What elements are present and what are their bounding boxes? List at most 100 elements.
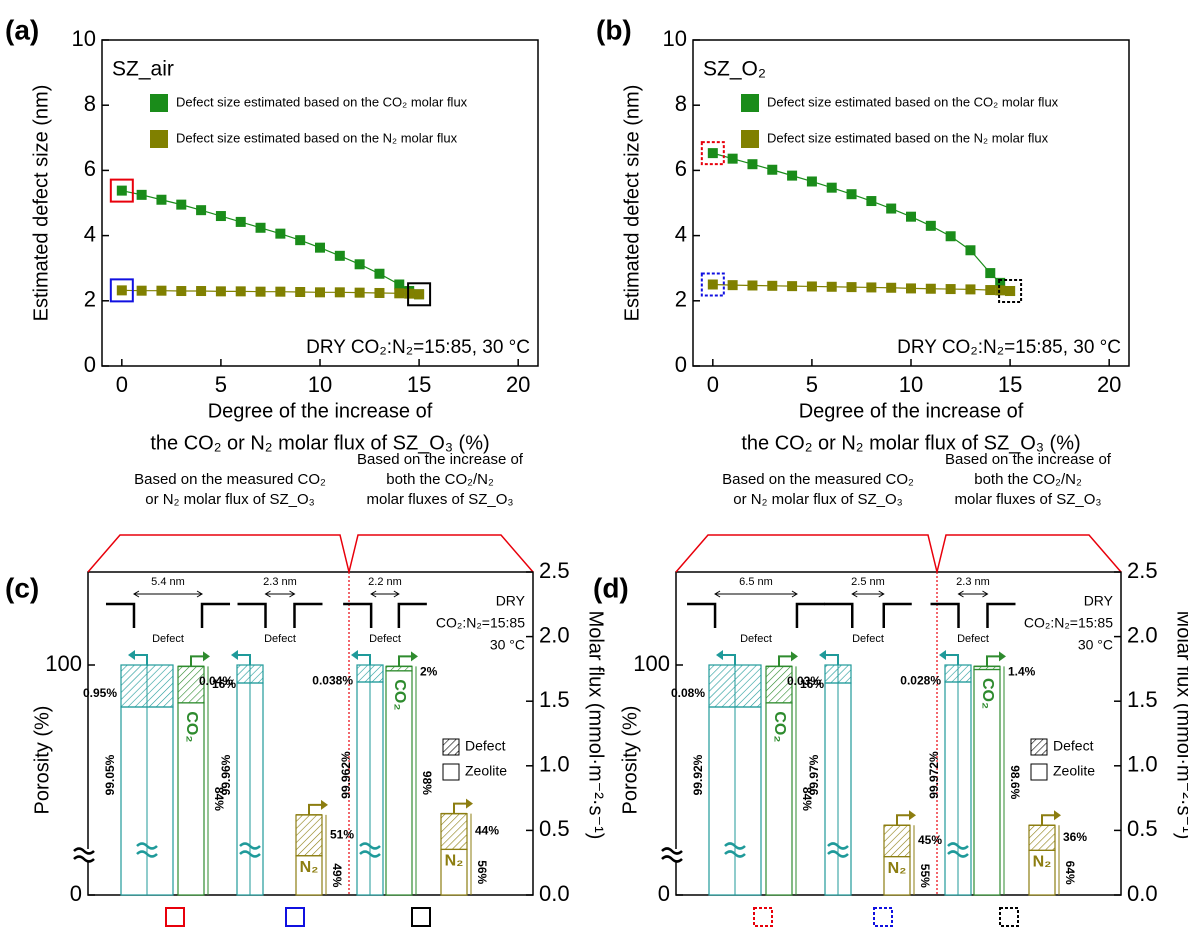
data-point bbox=[235, 216, 246, 227]
x-tick-label: 20 bbox=[506, 372, 530, 397]
flow-arrow bbox=[238, 654, 251, 665]
data-point bbox=[215, 286, 226, 297]
porosity-zeolite-label: 99.962% bbox=[339, 751, 353, 799]
x-tick-label: 10 bbox=[899, 372, 923, 397]
co2-label: CO₂ bbox=[183, 711, 200, 742]
y-tick-label: 10 bbox=[72, 26, 96, 51]
y-tick-label: 100 bbox=[45, 651, 82, 676]
data-point bbox=[925, 283, 936, 294]
pore-size-label: 2.5 nm bbox=[851, 576, 885, 588]
n2-label: N₂ bbox=[445, 853, 464, 870]
group-header: Based on the increase of bbox=[945, 451, 1112, 468]
pore-wall bbox=[105, 602, 231, 628]
flow-arrow-head bbox=[128, 650, 135, 660]
data-point bbox=[374, 268, 385, 279]
y2-axis-label: Molar flux (mmol·m⁻²·s⁻¹) bbox=[585, 611, 607, 840]
y-tick-label: 2 bbox=[675, 287, 687, 312]
group-header: molar fluxes of SZ_O₃ bbox=[367, 491, 514, 508]
group-bracket bbox=[675, 534, 1122, 573]
data-point bbox=[176, 286, 187, 297]
panel-label: (d) bbox=[593, 572, 629, 603]
data-point bbox=[176, 199, 187, 210]
group-header: Based on the measured CO₂ bbox=[722, 471, 914, 488]
y-tick-label: 2 bbox=[84, 287, 96, 312]
highlight-box bbox=[411, 907, 431, 927]
co2-label: CO₂ bbox=[771, 711, 788, 742]
y2-tick-label: 2.5 bbox=[1127, 558, 1158, 583]
legend-swatch bbox=[1030, 763, 1048, 781]
condition: DRY bbox=[496, 593, 526, 609]
data-point bbox=[275, 286, 286, 297]
legend-label: Defect bbox=[465, 738, 506, 754]
group-header: molar fluxes of SZ_O₃ bbox=[955, 491, 1102, 508]
y2-tick-label: 2.0 bbox=[539, 622, 570, 647]
panel-label: (a) bbox=[5, 14, 39, 45]
data-point bbox=[334, 287, 345, 298]
data-point bbox=[414, 289, 425, 300]
legend-swatch bbox=[442, 763, 460, 781]
data-point bbox=[826, 182, 837, 193]
n2-defect bbox=[1028, 824, 1056, 851]
axis-break bbox=[724, 842, 746, 858]
co2-zeolite-label: 84% bbox=[212, 787, 226, 811]
y2-axis-label: Molar flux (mmol·m⁻²·s⁻¹) bbox=[1173, 611, 1188, 840]
flow-arrow-head bbox=[999, 651, 1006, 662]
flow-arrow bbox=[778, 655, 791, 667]
legend-swatch bbox=[442, 738, 460, 756]
flow-arrow bbox=[135, 654, 148, 665]
data-point bbox=[826, 281, 837, 292]
data-point bbox=[846, 282, 857, 293]
data-point bbox=[394, 279, 405, 290]
axis-break bbox=[947, 842, 969, 858]
flow-arrow bbox=[358, 654, 371, 665]
pore-width bbox=[957, 590, 989, 598]
pore-wall bbox=[824, 602, 912, 628]
series-line bbox=[712, 152, 1011, 292]
data-point bbox=[156, 285, 167, 296]
data-point bbox=[315, 242, 325, 253]
highlight-box bbox=[753, 907, 773, 927]
pore-width bbox=[714, 590, 798, 598]
data-point bbox=[295, 286, 306, 297]
x-axis-label: Degree of the increase of bbox=[208, 400, 433, 422]
inner-label: SZ_O₂ bbox=[703, 58, 766, 81]
co2-defect-label: 2% bbox=[420, 664, 438, 678]
flow-arrow bbox=[398, 655, 411, 667]
data-point bbox=[995, 277, 1006, 288]
data-point bbox=[995, 285, 1006, 296]
condition: DRY bbox=[1084, 593, 1114, 609]
legend-swatch bbox=[150, 94, 168, 112]
y2-tick-label: 0.0 bbox=[1127, 881, 1158, 906]
legend-swatch bbox=[741, 94, 759, 112]
data-point bbox=[116, 185, 127, 196]
pore-width bbox=[133, 590, 203, 598]
x-tick-label: 0 bbox=[707, 372, 719, 397]
highlight-box bbox=[109, 178, 134, 203]
axis-break bbox=[359, 842, 381, 858]
data-point bbox=[156, 194, 167, 205]
porosity-defect-label: 0.08% bbox=[671, 686, 705, 700]
legend-label: Defect size estimated based on the CO₂ m… bbox=[767, 94, 1059, 109]
pore-wall bbox=[687, 602, 825, 628]
porosity-zeolite-label: 99.05% bbox=[103, 754, 117, 795]
data-point bbox=[374, 287, 385, 298]
legend-swatch bbox=[741, 130, 759, 148]
data-point bbox=[707, 279, 718, 290]
co2-defect-label: 16% bbox=[800, 677, 824, 691]
highlight-box bbox=[700, 141, 725, 166]
data-point bbox=[136, 285, 147, 296]
porosity-zeolite-label: 99.972% bbox=[927, 751, 941, 799]
flow-arrow-head bbox=[203, 651, 210, 662]
flow-arrow-head bbox=[351, 650, 358, 660]
x-tick-label: 10 bbox=[308, 372, 332, 397]
x-tick-label: 0 bbox=[116, 372, 128, 397]
legend-label: Defect bbox=[1053, 738, 1094, 754]
data-point bbox=[925, 220, 936, 231]
pore-size-label: 5.4 nm bbox=[151, 576, 185, 588]
co2-zeolite-label: 84% bbox=[800, 787, 814, 811]
legend-label: Defect size estimated based on the CO₂ m… bbox=[176, 94, 468, 109]
co2-zeolite-label: 98.6% bbox=[1008, 765, 1022, 799]
data-point bbox=[945, 284, 956, 295]
data-point bbox=[886, 203, 897, 214]
porosity-defect-label: 0.95% bbox=[83, 686, 117, 700]
